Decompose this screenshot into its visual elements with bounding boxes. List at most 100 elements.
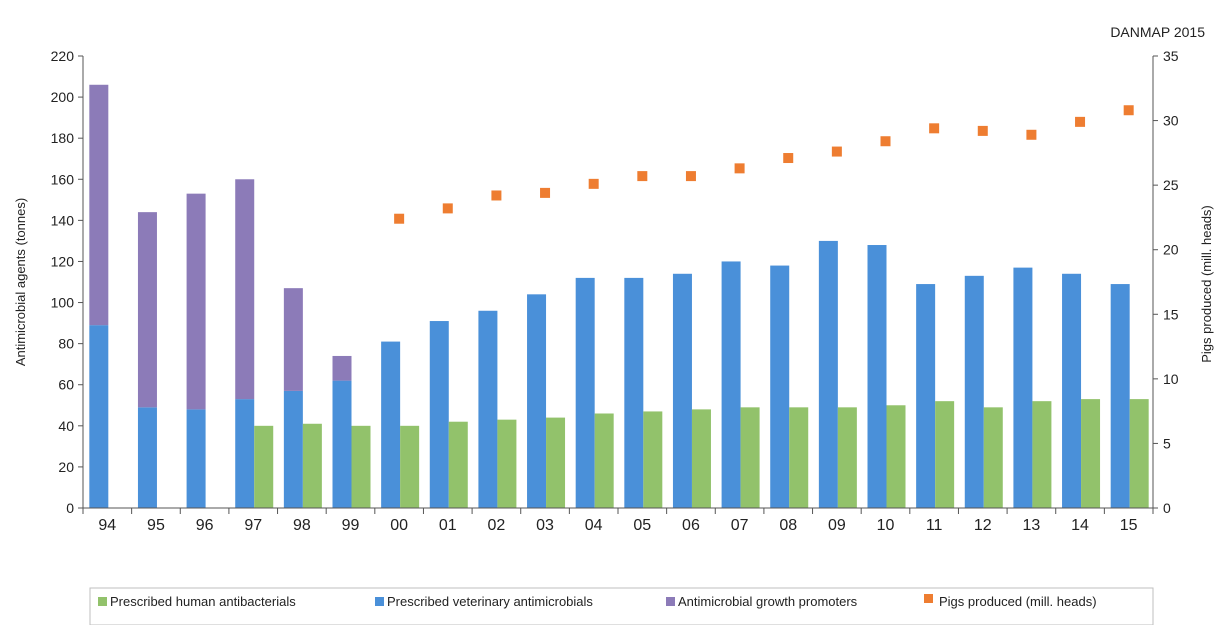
- pigs-marker-14: [1075, 116, 1086, 127]
- veterinary-bar-03: [527, 294, 547, 508]
- pigs-marker-01: [442, 203, 453, 214]
- veterinary-bar-15: [1110, 284, 1130, 508]
- legend-swatch-veterinary: [375, 597, 384, 606]
- y-ticks-left: 0 20 40 60 80 100 120 140 160 180 200 220: [51, 48, 83, 516]
- pigs-marker-08: [783, 153, 794, 164]
- x-tick-label-02: 02: [488, 517, 506, 534]
- growth-promoter-bar-99: [332, 355, 352, 381]
- y-axis-title: Antimicrobial agents (tonnes): [13, 198, 28, 366]
- human-bar-97: [254, 425, 274, 508]
- pigs-marker-12: [977, 125, 988, 136]
- veterinary-bar-10: [867, 245, 887, 508]
- y2-tick-label-15: 15: [1163, 306, 1179, 322]
- x-tick-label-96: 96: [196, 517, 214, 534]
- y-tick-label-180: 180: [51, 130, 75, 146]
- pigs-marker-11: [929, 123, 940, 134]
- veterinary-bar-00: [381, 341, 401, 508]
- pigs-marker-05: [637, 171, 648, 182]
- legend-label-growth-promoters: Antimicrobial growth promoters: [678, 594, 858, 609]
- x-tick-label-99: 99: [342, 517, 360, 534]
- legend-label-veterinary: Prescribed veterinary antimicrobials: [387, 594, 593, 609]
- growth-promoter-bar-94: [89, 84, 109, 326]
- x-tick-label-14: 14: [1071, 517, 1089, 534]
- x-tick-label-04: 04: [585, 517, 603, 534]
- human-bar-06: [691, 409, 711, 508]
- y-tick-label-160: 160: [51, 171, 75, 187]
- x-tick-label-08: 08: [779, 517, 797, 534]
- x-tick-label-00: 00: [390, 517, 408, 534]
- x-tick-label-97: 97: [244, 517, 262, 534]
- veterinary-bar-14: [1062, 273, 1082, 508]
- veterinary-bar-02: [478, 310, 498, 508]
- pigs-marker-03: [540, 187, 551, 198]
- veterinary-bar-98: [283, 390, 303, 508]
- y-tick-label-80: 80: [58, 336, 74, 352]
- x-ticks: 94 95 96 97 98 99 00 01 02 03 04 05 06 07 08 09 10 11 12 13…: [82, 508, 1154, 534]
- growth-promoter-bar-97: [235, 179, 255, 400]
- human-bar-99: [351, 425, 371, 508]
- y2-axis-title: Pigs produced (mill. heads): [1199, 205, 1214, 363]
- human-bar-98: [302, 423, 322, 508]
- pigs-marker-02: [491, 190, 502, 201]
- human-bar-03: [546, 417, 566, 508]
- human-bar-09: [837, 407, 857, 508]
- human-bar-01: [448, 421, 468, 508]
- veterinary-bar-11: [916, 284, 936, 508]
- y-tick-label-120: 120: [51, 253, 75, 269]
- y-tick-label-100: 100: [51, 295, 75, 311]
- veterinary-bar-06: [672, 273, 692, 508]
- y-tick-label-40: 40: [58, 418, 74, 434]
- human-bar-02: [497, 419, 517, 508]
- x-tick-label-94: 94: [98, 517, 116, 534]
- pigs-marker-13: [1026, 129, 1037, 140]
- pigs-marker-09: [831, 146, 842, 157]
- veterinary-bar-96: [186, 409, 206, 508]
- human-bar-04: [594, 413, 614, 508]
- x-tick-label-03: 03: [536, 517, 554, 534]
- veterinary-bar-94: [89, 325, 109, 508]
- y-tick-label-200: 200: [51, 89, 75, 105]
- pigs-marker-00: [394, 213, 405, 224]
- veterinary-bar-12: [964, 275, 984, 508]
- y-tick-label-140: 140: [51, 212, 75, 228]
- human-bar-10: [886, 405, 906, 508]
- x-tick-label-95: 95: [147, 517, 165, 534]
- y-tick-label-20: 20: [58, 459, 74, 475]
- human-bar-08: [789, 407, 809, 508]
- human-bar-12: [983, 407, 1003, 508]
- y-tick-label-60: 60: [58, 377, 74, 393]
- x-tick-label-13: 13: [1023, 517, 1041, 534]
- veterinary-bar-08: [770, 265, 790, 508]
- x-tick-label-09: 09: [828, 517, 846, 534]
- y2-tick-label-35: 35: [1163, 48, 1179, 64]
- x-tick-label-10: 10: [877, 517, 895, 534]
- human-bar-14: [1081, 399, 1101, 508]
- y2-tick-label-0: 0: [1163, 500, 1171, 516]
- y2-tick-label-20: 20: [1163, 242, 1179, 258]
- y-ticks-right: 0 5 10 15 20 25 30 35: [1153, 48, 1179, 516]
- pigs-marker-10: [880, 136, 891, 147]
- y2-tick-label-25: 25: [1163, 177, 1179, 193]
- x-tick-label-07: 07: [731, 517, 749, 534]
- y-tick-label-220: 220: [51, 48, 75, 64]
- human-bar-05: [643, 411, 663, 508]
- human-bar-11: [935, 401, 955, 508]
- veterinary-bar-05: [624, 277, 644, 508]
- growth-promoter-bar-98: [283, 288, 303, 391]
- y2-tick-label-5: 5: [1163, 435, 1171, 451]
- x-tick-label-12: 12: [974, 517, 992, 534]
- human-bar-13: [1032, 401, 1052, 508]
- legend-label-human: Prescribed human antibacterials: [110, 594, 296, 609]
- human-bar-00: [400, 425, 420, 508]
- veterinary-bar-97: [235, 399, 255, 508]
- x-tick-label-15: 15: [1120, 517, 1138, 534]
- veterinary-bar-99: [332, 380, 352, 508]
- veterinary-bar-01: [429, 321, 449, 508]
- veterinary-bar-07: [721, 261, 741, 508]
- y2-tick-label-10: 10: [1163, 371, 1179, 387]
- x-tick-label-11: 11: [926, 517, 943, 534]
- growth-promoter-bar-95: [137, 212, 157, 408]
- veterinary-bar-04: [575, 277, 595, 508]
- legend-swatch-pigs: [924, 594, 933, 603]
- veterinary-bar-09: [818, 240, 838, 508]
